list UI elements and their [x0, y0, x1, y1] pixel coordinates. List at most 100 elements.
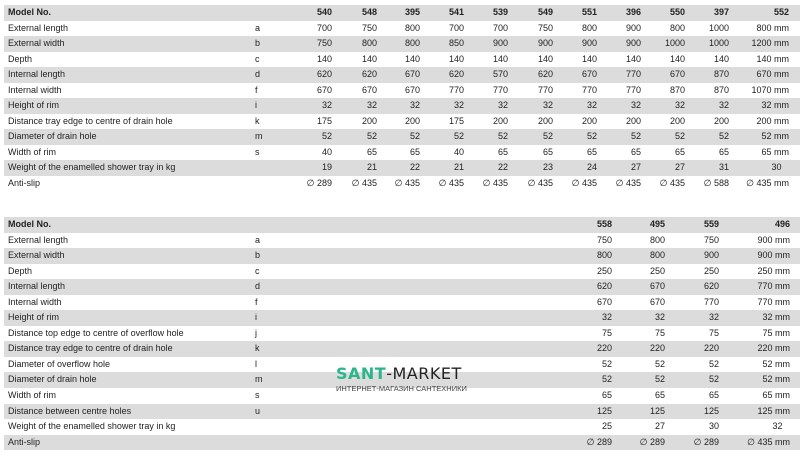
cell-value: 670 mm [756, 69, 789, 80]
cell-value: 140 [316, 53, 332, 64]
row-label: Distance top edge to centre of overflow … [8, 327, 184, 338]
row-label: Distance tray edge to centre of drain ho… [8, 115, 173, 126]
cell-value: 52 [601, 358, 612, 369]
cell-value: 140 [537, 53, 553, 64]
cell-value: 670 [581, 69, 597, 80]
cell-value: ∅ 435 [527, 178, 553, 189]
cell-value: 670 [316, 84, 332, 95]
table-row: Distance between centre holes u 125 125 125 1… [4, 403, 800, 420]
row-label: Anti-slip [8, 178, 41, 189]
cell-value: 30 [771, 162, 789, 173]
cell-value: 140 mm [756, 53, 789, 64]
cell-value: ∅ 435 [571, 178, 597, 189]
cell-value: 800 [404, 22, 420, 33]
cell-value: ∅ 289 [306, 178, 332, 189]
table-row: External length a 750 800 750 900 mm [4, 233, 800, 249]
cell-value: 700 [448, 22, 464, 33]
table-row: Internal length d 620 670 620 770 mm [4, 279, 800, 295]
cell-value: 620 [448, 69, 464, 80]
table-row: Internal length d 620 620 670 620 570 620 670 770… [4, 67, 800, 83]
row-label: External length [8, 22, 69, 33]
cell-value: 65 [630, 146, 641, 157]
logo-brand-b: -MARKET [386, 364, 462, 383]
cell-value: 800 [669, 22, 685, 33]
cell-value: 75 [654, 327, 665, 338]
dimension-letter: s [255, 146, 260, 157]
cell-value: 900 [581, 38, 597, 49]
cell-value: 550 [669, 7, 685, 17]
cell-value: ∅ 435 [351, 178, 377, 189]
cell-value: 52 [321, 131, 332, 142]
row-label: Depth [8, 53, 33, 64]
cell-value: ∅ 435 [438, 178, 464, 189]
spec-table-2: Model No. 558 495 559 496 External length a 750… [4, 217, 800, 451]
table-row: Depth c 140 140 140 140 140 140 140 140 140 140 140 … [4, 52, 800, 68]
dimension-letter: d [255, 281, 261, 292]
cell-value: 32 [409, 100, 420, 111]
header-row: Model No. 540 548 395 541 539 549 551 396 550 397 5… [4, 5, 800, 21]
dimension-letter: l [255, 358, 257, 369]
cell-value: ∅ 435 [659, 178, 685, 189]
row-label: Model No. [8, 7, 51, 17]
table-row: Distance tray edge to centre of drain ho… [4, 341, 800, 357]
row-label: Weight of the enamelled shower tray in k… [8, 162, 176, 173]
cell-value: 65 [601, 390, 612, 401]
cell-value: 200 [713, 115, 729, 126]
cell-value: 620 [316, 69, 332, 80]
cell-value: 140 [448, 53, 464, 64]
cell-value: 200 [361, 115, 377, 126]
cell-value: 670 [361, 84, 377, 95]
cell-value: 250 [596, 265, 612, 276]
cell-value: 870 [713, 84, 729, 95]
row-label: External length [8, 234, 69, 245]
cell-value: ∅ 289 [693, 436, 719, 447]
dimension-letter: s [255, 390, 260, 401]
row-label: Diameter of drain hole [8, 374, 97, 385]
cell-value: 32 mm [762, 312, 790, 323]
cell-value: 52 [586, 131, 597, 142]
cell-value: ∅ 435 mm [747, 436, 790, 447]
cell-value: 52 [654, 374, 665, 385]
cell-value: 22 [409, 162, 420, 173]
cell-value: 870 [713, 69, 729, 80]
cell-value: 670 [649, 296, 665, 307]
cell-value: 496 [774, 219, 790, 229]
cell-value: 75 [601, 327, 612, 338]
cell-value: 125 [596, 405, 612, 416]
cell-value: 200 [625, 115, 641, 126]
dimension-letter: d [255, 69, 261, 80]
cell-value: 620 [361, 69, 377, 80]
table-row: Diameter of drain hole m 52 52 52 52 52 52 52 52 5… [4, 129, 800, 145]
cell-value: 125 mm [757, 405, 790, 416]
cell-value: 670 [404, 69, 420, 80]
dimension-letter: j [255, 327, 257, 338]
row-label: Internal width [8, 296, 62, 307]
cell-value: ∅ 289 [639, 436, 665, 447]
cell-value: 75 mm [762, 327, 790, 338]
cell-value: 175 [448, 115, 464, 126]
cell-value: 620 [596, 281, 612, 292]
cell-value: 125 [649, 405, 665, 416]
cell-value: 32 [366, 100, 377, 111]
row-label: Depth [8, 265, 33, 276]
cell-value: 870 [669, 84, 685, 95]
cell-value: 900 mm [757, 250, 790, 261]
cell-value: 24 [586, 162, 597, 173]
cell-value: 140 [581, 53, 597, 64]
cell-value: 850 [448, 38, 464, 49]
cell-value: 32 [630, 100, 641, 111]
cell-value: 21 [366, 162, 377, 173]
row-label: Diameter of overflow hole [8, 358, 111, 369]
dimension-letter: a [255, 234, 261, 245]
cell-value: 21 [453, 162, 464, 173]
cell-value: 750 [537, 22, 553, 33]
table-row: Weight of the enamelled shower tray in k… [4, 419, 800, 435]
row-label: Internal width [8, 84, 62, 95]
cell-value: 125 [703, 405, 719, 416]
dimension-letter: k [255, 343, 260, 354]
cell-value: 800 [649, 234, 665, 245]
cell-value: 32 [674, 100, 685, 111]
cell-value: 250 mm [757, 265, 790, 276]
cell-value: 23 [542, 162, 553, 173]
cell-value: 250 [649, 265, 665, 276]
